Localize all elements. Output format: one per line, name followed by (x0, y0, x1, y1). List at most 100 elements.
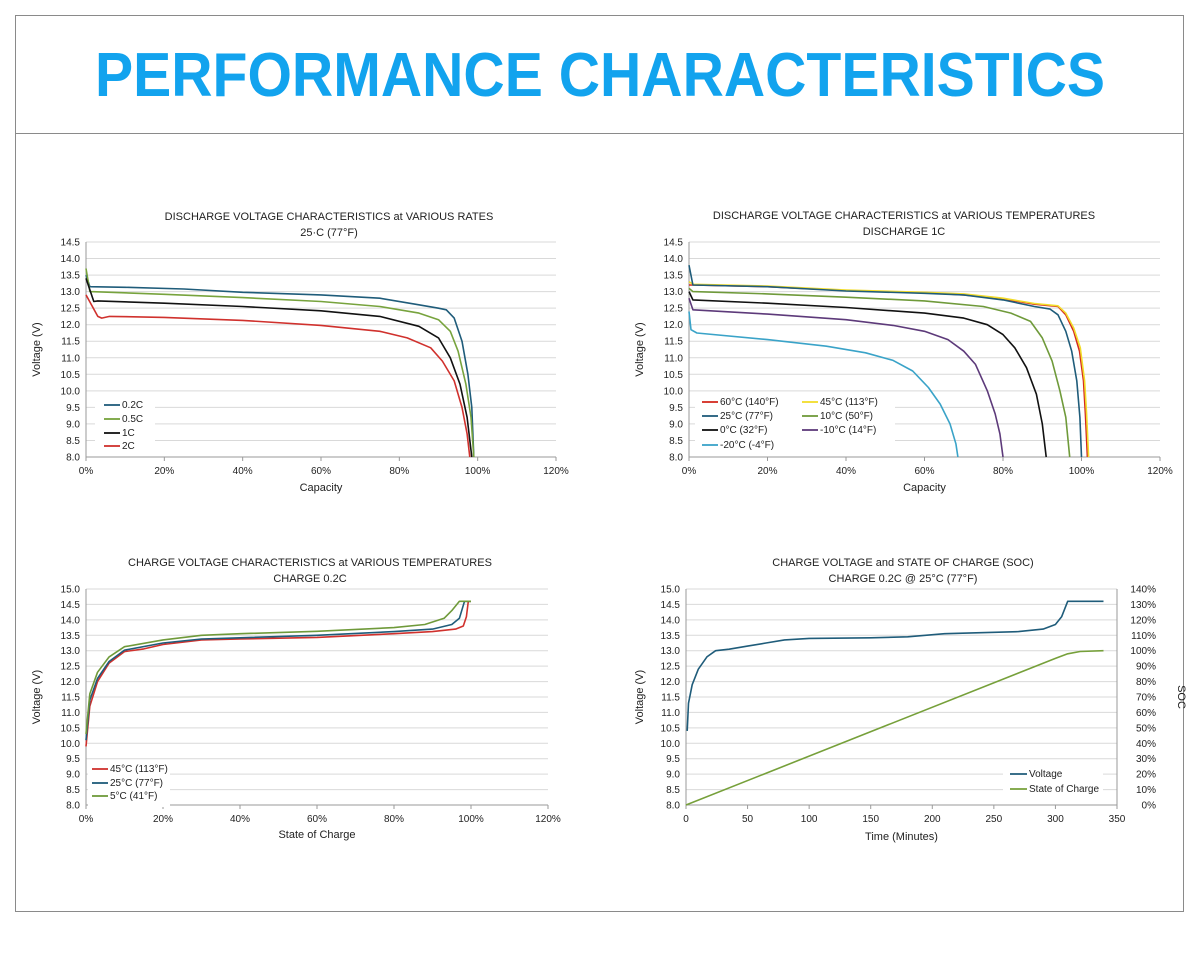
x-axis-label: State of Charge (278, 829, 355, 841)
x-tick-label: 0% (682, 466, 697, 477)
y2-tick-label: 50% (1136, 723, 1156, 734)
legend-label: State of Charge (1029, 784, 1099, 795)
legend-box (88, 763, 170, 807)
x-tick-label: 0 (683, 814, 689, 825)
y-tick-label: 13.0 (661, 646, 681, 657)
y-tick-label: 11.5 (661, 693, 680, 704)
legend-label: -10°C (14°F) (820, 425, 876, 436)
y2-tick-label: 70% (1136, 693, 1156, 704)
x-tick-label: 80% (993, 466, 1013, 477)
x-tick-label: 40% (233, 466, 253, 477)
y-tick-label: 12.0 (61, 677, 81, 688)
y-tick-label: 11.0 (61, 708, 80, 719)
x-tick-label: 120% (535, 814, 561, 825)
y-tick-label: 9.0 (669, 419, 683, 430)
header-divider (15, 133, 1184, 134)
x-tick-label: 350 (1109, 814, 1126, 825)
y-tick-label: 14.5 (661, 600, 681, 611)
y-tick-label: 13.5 (664, 271, 684, 282)
y-tick-label: 12.0 (61, 320, 81, 331)
y-tick-label: 13.0 (664, 287, 684, 298)
y-tick-label: 14.5 (61, 238, 81, 249)
y-tick-label: 11.0 (661, 708, 680, 719)
y-axis-label: Voltage (V) (31, 322, 43, 376)
x-tick-label: 80% (384, 814, 404, 825)
y-tick-label: 8.5 (66, 785, 80, 796)
y-tick-label: 9.5 (669, 403, 683, 414)
y-tick-label: 10.0 (61, 739, 81, 750)
y-tick-label: 13.5 (661, 631, 681, 642)
y-tick-label: 14.0 (61, 254, 81, 265)
legend-label: 5°C (41°F) (110, 791, 157, 802)
y-tick-label: 14.0 (664, 254, 684, 265)
x-tick-label: 40% (836, 466, 856, 477)
x-tick-label: 40% (230, 814, 250, 825)
y-tick-label: 10.5 (61, 370, 81, 381)
legend-label: 1C (122, 428, 135, 439)
y-tick-label: 12.5 (61, 662, 81, 673)
y-axis-label: Voltage (V) (31, 670, 43, 724)
x-tick-label: 20% (154, 466, 174, 477)
legend-label: 0.5C (122, 414, 143, 425)
page-title: PERFORMANCE CHARACTERISTICS (95, 41, 1105, 110)
series-line-3 (85, 278, 473, 458)
chart-4: CHARGE VOLTAGE and STATE OF CHARGE (SOC)… (634, 557, 1187, 843)
y-tick-label: 14.5 (664, 238, 684, 249)
y-tick-label: 10.5 (664, 370, 684, 381)
legend-box (695, 396, 895, 456)
chart-title: CHARGE VOLTAGE and STATE OF CHARGE (SOC) (772, 557, 1033, 569)
x-tick-label: 20% (757, 466, 777, 477)
series-line-3 (688, 265, 1083, 458)
chart-subtitle: DISCHARGE 1C (863, 226, 946, 238)
y2-tick-label: 0% (1142, 801, 1157, 812)
series-line-3 (85, 600, 471, 735)
x-axis-label: Capacity (300, 482, 343, 494)
series-line-2 (85, 268, 475, 458)
legend-label: 60°C (140°F) (720, 397, 779, 408)
y-tick-label: 13.5 (61, 271, 81, 282)
y-tick-label: 12.5 (661, 662, 681, 673)
y2-tick-label: 90% (1136, 662, 1156, 673)
y-tick-label: 11.0 (664, 353, 683, 364)
y-tick-label: 11.5 (61, 337, 80, 348)
y-tick-label: 14.0 (661, 615, 681, 626)
y-tick-label: 9.0 (66, 770, 80, 781)
legend-label: 25°C (77°F) (110, 778, 163, 789)
x-tick-label: 100% (465, 466, 491, 477)
y-tick-label: 12.0 (661, 677, 681, 688)
legend-label: 45°C (113°F) (820, 397, 878, 408)
y-tick-label: 13.0 (61, 287, 81, 298)
y2-tick-label: 140% (1130, 585, 1156, 596)
legend-label: 10°C (50°F) (820, 411, 873, 422)
y-tick-label: 8.5 (666, 785, 680, 796)
y-tick-label: 12.5 (664, 304, 684, 315)
x-tick-label: 100 (801, 814, 818, 825)
x-tick-label: 100% (458, 814, 484, 825)
y-tick-label: 10.0 (61, 386, 81, 397)
x-tick-label: 20% (153, 814, 173, 825)
series-line-1 (85, 600, 471, 747)
y-tick-label: 9.5 (666, 754, 680, 765)
legend-label: 0.2C (122, 400, 143, 411)
legend-label: -20°C (-4°F) (720, 440, 774, 451)
y2-tick-label: 60% (1136, 708, 1156, 719)
y2-tick-label: 40% (1136, 739, 1156, 750)
y-tick-label: 9.0 (666, 770, 680, 781)
chart-2: DISCHARGE VOLTAGE CHARACTERISTICS at VAR… (634, 210, 1173, 494)
y-tick-label: 12.5 (61, 304, 81, 315)
legend-label: 2C (122, 441, 135, 452)
chart-1: DISCHARGE VOLTAGE CHARACTERISTICS at VAR… (31, 211, 569, 494)
series-line-5 (688, 291, 1047, 458)
chart-title: DISCHARGE VOLTAGE CHARACTERISTICS at VAR… (165, 211, 494, 223)
legend-label: 45°C (113°F) (110, 764, 168, 775)
legend-label: 0°C (32°F) (720, 425, 767, 436)
y-tick-label: 8.0 (666, 801, 680, 812)
y2-tick-label: 110% (1131, 631, 1156, 642)
x-tick-label: 60% (311, 466, 331, 477)
y-tick-label: 12.0 (664, 320, 684, 331)
y-axis-label: Voltage (V) (634, 322, 646, 376)
x-tick-label: 200 (924, 814, 941, 825)
y-tick-label: 11.5 (61, 693, 80, 704)
y-tick-label: 9.5 (66, 754, 80, 765)
y-tick-label: 10.5 (61, 723, 81, 734)
